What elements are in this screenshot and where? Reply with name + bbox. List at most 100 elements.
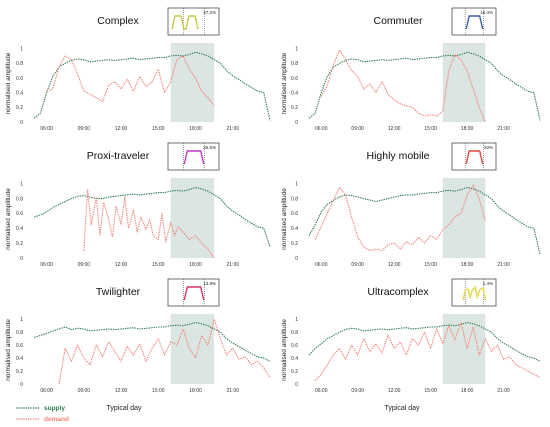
y-tick-label: 0.4 xyxy=(16,90,23,96)
chart-title: Complex xyxy=(97,15,139,27)
series-line-demand xyxy=(83,189,215,259)
series-line-supply xyxy=(308,51,541,121)
x-tick-label: 18:00 xyxy=(189,126,202,132)
x-tick-label: 18:00 xyxy=(461,126,474,132)
x-tick-label: 21:00 xyxy=(227,126,240,132)
series-line-demand xyxy=(58,318,271,385)
x-tick-label: 18:00 xyxy=(189,388,202,394)
x-tick-label: 09:00 xyxy=(78,388,91,394)
x-tick-label: 18:00 xyxy=(461,262,474,268)
y-tick-label: 0.2 xyxy=(291,369,298,375)
x-tick-label: 15:00 xyxy=(424,388,437,394)
y-tick-label: 0.4 xyxy=(291,226,298,232)
series-line-supply xyxy=(308,186,541,255)
inset-frame xyxy=(451,142,497,171)
y-tick-label: 0 xyxy=(20,382,23,388)
inset-profile: 25.5% xyxy=(167,142,220,171)
x-tick-label: 12:00 xyxy=(388,262,401,268)
x-tick-label: 15:00 xyxy=(424,262,437,268)
y-tick-label: 0.2 xyxy=(16,369,23,375)
series-line-demand xyxy=(320,49,486,123)
inset-percent: 16.4% xyxy=(480,10,493,15)
x-tick-label: 06:00 xyxy=(40,262,53,268)
inset-shape xyxy=(171,15,199,30)
y-tick-label: 1 xyxy=(20,46,23,52)
chart-panel-5: 0 0.2 0.4 0.6 0.8 1 06:00 09:00 12:00 15:00 18:00 2… xyxy=(291,278,541,394)
series-line-supply xyxy=(34,321,271,362)
y-tick-label: 0.8 xyxy=(16,61,23,67)
series-line-demand xyxy=(46,55,215,107)
y-tick-label: 0 xyxy=(20,256,23,262)
x-tick-label: 12:00 xyxy=(115,388,128,394)
y-tick-label: 1 xyxy=(20,317,23,323)
chart-title: Highly mobile xyxy=(366,150,429,162)
x-tick-label: 21:00 xyxy=(497,388,510,394)
y-tick-label: 1 xyxy=(295,46,298,52)
x-axis-label: Typical day xyxy=(384,405,420,412)
y-tick-label: 0.2 xyxy=(291,105,298,111)
inset-shape xyxy=(183,286,205,301)
y-tick-label: 1 xyxy=(295,317,298,323)
x-tick-label: 21:00 xyxy=(497,126,510,132)
x-tick-label: 15:00 xyxy=(424,126,437,132)
x-tick-label: 12:00 xyxy=(388,126,401,132)
inset-shape xyxy=(465,15,484,30)
y-tick-label: 0 xyxy=(295,382,298,388)
x-tick-label: 09:00 xyxy=(351,388,364,394)
x-tick-label: 09:00 xyxy=(351,126,364,132)
x-tick-label: 06:00 xyxy=(40,126,53,132)
legend-label-supply: supply xyxy=(44,405,65,412)
y-tick-label: 0.8 xyxy=(291,196,298,202)
y-axis-label: normalised amplitude xyxy=(281,52,288,114)
x-tick-label: 18:00 xyxy=(189,262,202,268)
inset-shape xyxy=(183,150,205,165)
inset-percent: 47.2% xyxy=(203,10,216,15)
legend: supply demand xyxy=(16,405,69,423)
inset-frame xyxy=(167,7,220,36)
shaded-interval xyxy=(442,43,486,122)
series-line-supply xyxy=(33,51,271,121)
x-tick-label: 21:00 xyxy=(227,388,240,394)
y-tick-label: 0 xyxy=(295,256,298,262)
inset-shape xyxy=(465,150,484,165)
x-tick-label: 09:00 xyxy=(78,126,91,132)
chart-panel-1: 0 0.2 0.4 0.6 0.8 1 06:00 09:00 12:00 15:00 18:00 2… xyxy=(291,7,541,132)
y-tick-label: 0.2 xyxy=(16,241,23,247)
x-tick-label: 09:00 xyxy=(78,262,91,268)
y-tick-label: 0.6 xyxy=(16,343,23,349)
inset-profile: 1.4% xyxy=(451,278,497,307)
y-tick-label: 0.8 xyxy=(291,330,298,336)
x-tick-label: 06:00 xyxy=(315,388,328,394)
inset-percent: 20% xyxy=(484,145,493,150)
inset-frame xyxy=(451,7,497,36)
x-tick-label: 15:00 xyxy=(152,126,165,132)
y-axis-label: normalised amplitude xyxy=(281,319,288,381)
legend-label-demand: demand xyxy=(44,416,69,423)
y-tick-label: 0.2 xyxy=(291,241,298,247)
chart-panel-2: 0 0.2 0.4 0.6 0.8 1 06:00 09:00 12:00 15:00 18:00 2… xyxy=(16,142,271,268)
y-tick-label: 0 xyxy=(295,120,298,126)
y-tick-label: 0.6 xyxy=(291,211,298,217)
y-tick-label: 0.2 xyxy=(16,105,23,111)
inset-profile: 47.2% xyxy=(167,7,220,36)
y-tick-label: 0.4 xyxy=(291,356,298,362)
inset-frame xyxy=(451,278,497,307)
x-tick-label: 12:00 xyxy=(388,388,401,394)
y-tick-label: 0.4 xyxy=(16,226,23,232)
x-tick-label: 21:00 xyxy=(227,262,240,268)
inset-profile: 13.8% xyxy=(167,278,220,307)
series-line-demand xyxy=(314,184,486,252)
y-tick-label: 0.4 xyxy=(291,90,298,96)
series-line-supply xyxy=(308,321,541,362)
x-tick-label: 09:00 xyxy=(351,262,364,268)
chart-panel-0: 0 0.2 0.4 0.6 0.8 1 06:00 09:00 12:00 15:00 18:00 2… xyxy=(16,7,271,132)
shaded-interval xyxy=(170,314,215,384)
x-axis-label: Typical day xyxy=(106,405,142,412)
x-tick-label: 12:00 xyxy=(115,262,128,268)
shaded-interval xyxy=(442,314,486,384)
x-tick-label: 06:00 xyxy=(40,388,53,394)
y-tick-label: 0.8 xyxy=(291,61,298,67)
chart-title: Commuter xyxy=(373,15,423,27)
y-tick-label: 0.8 xyxy=(16,196,23,202)
